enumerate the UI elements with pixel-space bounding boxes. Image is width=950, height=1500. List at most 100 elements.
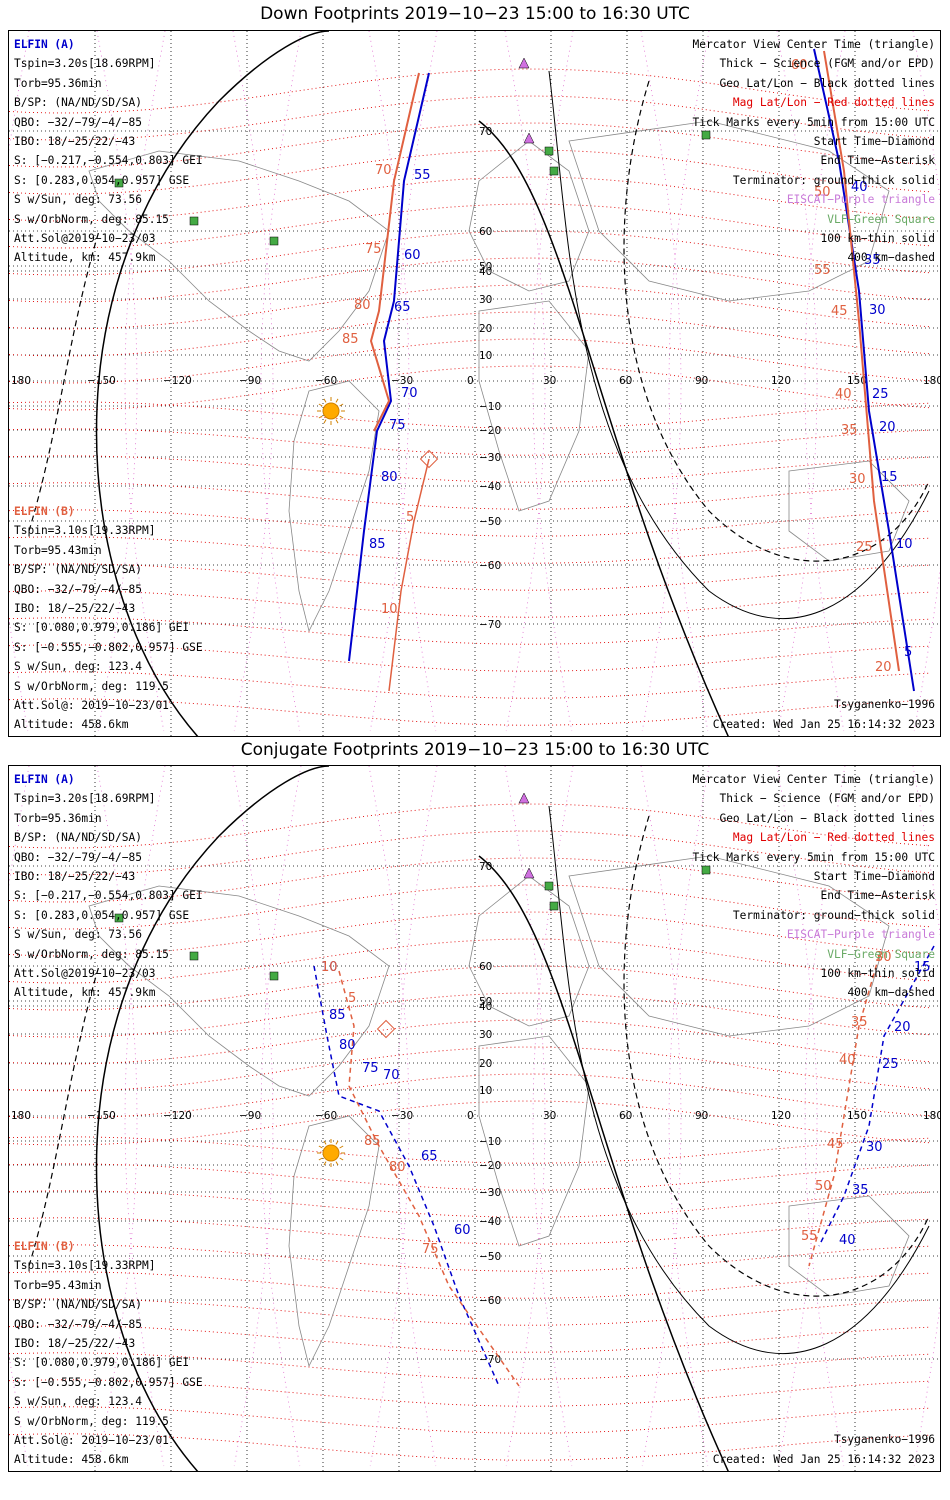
lon-tick-label: 180	[923, 375, 941, 387]
sun-ray	[318, 403, 323, 407]
continent-outline	[478, 1035, 590, 1247]
legend-line: Thick − Science (FGM and/or EPD)	[719, 57, 935, 71]
lon-tick-label: 120	[771, 1110, 791, 1122]
mag-lat-line	[9, 482, 930, 510]
elfin-b-params: Tspin=3.10s[19.33RPM] Torb=95.43min B/SP: …	[14, 521, 203, 734]
elfin-a-tick-label-east: 15	[881, 470, 898, 485]
sun-ray	[339, 415, 344, 419]
elfin-a-label: ELFIN (A)	[14, 38, 75, 51]
panel-title-conjugate: Conjugate Footprints 2019−10−23 15:00 to…	[240, 740, 710, 760]
elfin-a-param-line: Altitude, km: 457.9km	[14, 986, 156, 1000]
legend-line: VLF−Green Square	[827, 212, 935, 226]
elfin-b-tick-label-east: 25	[856, 540, 873, 555]
elfin-a-params: Tspin=3.20s[18.69RPM] Torb=95.36min B/SP: …	[14, 789, 203, 1002]
elfin-b-track-east	[808, 955, 880, 1267]
mag-lat-line	[9, 1163, 930, 1191]
elfin-a-tick-label-east: 35	[852, 1183, 869, 1198]
legend-line: Start Time−Diamond	[813, 135, 935, 149]
mag-lat-line	[9, 401, 930, 429]
elfin-b-tick-label-east: 45	[831, 304, 848, 319]
elfin-b-param-line: S w/OrbNorm, deg: 119.5	[14, 679, 169, 693]
legend-line: 100 km−thin solid	[820, 967, 935, 981]
lat-tick-label: −40	[479, 1216, 501, 1228]
lat-tick-label: −50	[479, 516, 501, 528]
elfin-b-tick-label: 10	[321, 960, 338, 975]
lon-tick-label: 150	[847, 1110, 867, 1122]
mag-lat-line	[9, 1325, 930, 1353]
vlf-station-icon	[544, 146, 554, 156]
elfin-a-tick-label: 75	[362, 1061, 379, 1076]
elfin-a-tick-label-east: 20	[879, 420, 896, 435]
elfin-b-track-east	[823, 50, 900, 672]
sun-ray	[323, 419, 327, 424]
elfin-b-param-line: Altitude: 458.6km	[14, 718, 129, 732]
elfin-b-param-line: B/SP: (NA/ND/SD/SA)	[14, 1298, 142, 1312]
mag-lat-line	[9, 617, 930, 645]
lat-tick-label: 20	[479, 323, 492, 335]
elfin-b-tick-label: 5	[348, 991, 356, 1006]
mag-lat-line	[9, 509, 930, 537]
sun-ray	[318, 1145, 323, 1149]
elfin-b-label: ELFIN (B)	[14, 504, 75, 518]
lon-tick-label: 90	[695, 375, 708, 387]
lat-tick-label: 10	[479, 350, 492, 362]
range-100km	[548, 805, 930, 1354]
lon-tick-label: −60	[315, 375, 337, 387]
legend-line: Mercator View Center Time (triangle)	[692, 38, 935, 51]
lon-tick-label: −90	[239, 375, 261, 387]
elfin-a-tick-label: 75	[389, 418, 406, 433]
lat-tick-label: 10	[479, 1085, 492, 1097]
mag-lat-line	[9, 1298, 930, 1326]
elfin-a-param-line: Torb=95.36min	[14, 811, 102, 825]
sun-ray	[335, 398, 339, 403]
legend-line: Terminator: ground−thick solid	[732, 173, 935, 187]
lat-tick-label: −30	[479, 452, 501, 464]
sun-icon	[322, 1144, 340, 1162]
footer-down: Tsyganenko−1996 Created: Wed Jan 25 16:1…	[713, 695, 935, 734]
legend-line: Tick Marks every 5min from 15:00 UTC	[692, 850, 935, 864]
vlf-station-icon	[114, 178, 124, 188]
elfin-b-tick-label-east: 55	[801, 1229, 818, 1244]
elfin-b-tick-label-east: 30	[875, 950, 892, 965]
lon-tick-label: 150	[847, 375, 867, 387]
sun-ray	[318, 415, 323, 419]
map-canvas-down: 180 −150 −120 −90 −60 −30 0 30 60 90 120 150 180 70 60…	[9, 31, 941, 736]
elfin-a-tick-label-east: 25	[882, 1057, 899, 1072]
elfin-b-tick-label-east: 40	[835, 387, 852, 402]
mag-lat-line	[9, 698, 930, 726]
range-100km	[548, 70, 930, 619]
sun-ray	[335, 1140, 339, 1145]
elfin-a-tick-label: 55	[414, 168, 431, 183]
lat-tick-label: 60	[479, 226, 492, 238]
terminator-west	[95, 31, 330, 736]
elfin-b-tick-label-east: 60	[791, 58, 808, 73]
elfin-b-param-line: Att.Sol@: 2019−10−23/01	[14, 1433, 169, 1447]
elfin-a-tick-label: 65	[394, 300, 411, 315]
lon-tick-label: −60	[315, 1110, 337, 1122]
sun-ray	[335, 419, 339, 424]
created-label: Created: Wed Jan 25 16:14:32 2023	[712, 717, 935, 731]
elfin-a-param-line: S w/Sun, deg: 73.56	[14, 928, 142, 942]
vlf-station-icon	[189, 216, 199, 226]
elfin-a-tick-label-east: 30	[866, 1140, 883, 1155]
lon-tick-label: 180	[11, 1110, 31, 1122]
elfin-a-track	[348, 72, 430, 662]
elfin-a-param-line: QBO: −32/−79/−4/−85	[14, 115, 142, 129]
elfin-b-track	[338, 970, 520, 1387]
lat-tick-label: 30	[479, 294, 492, 306]
elfin-a-param-line: S: [0.283,0.054,0.957] GSE	[14, 173, 190, 187]
continent-outline	[788, 460, 910, 562]
lon-tick-label: 180	[923, 1110, 941, 1122]
sun-ray	[323, 398, 327, 403]
mag-lat-line	[9, 1271, 930, 1299]
elfin-a-tick-label: 70	[383, 1068, 400, 1083]
range-400km-west	[28, 230, 100, 532]
range-400km-west	[28, 965, 100, 1267]
terminator-east	[478, 120, 729, 736]
elfin-b-param-line: S: [−0.555,−0.802,0.957] GSE	[14, 1375, 203, 1389]
elfin-b-param-line: Tspin=3.10s[19.33RPM]	[14, 1259, 156, 1273]
elfin-a-tick-label-east: 15	[914, 960, 931, 975]
lat-tick-label: −30	[479, 1187, 501, 1199]
sun-ray	[318, 1157, 323, 1161]
lon-tick-label: −150	[87, 375, 116, 387]
